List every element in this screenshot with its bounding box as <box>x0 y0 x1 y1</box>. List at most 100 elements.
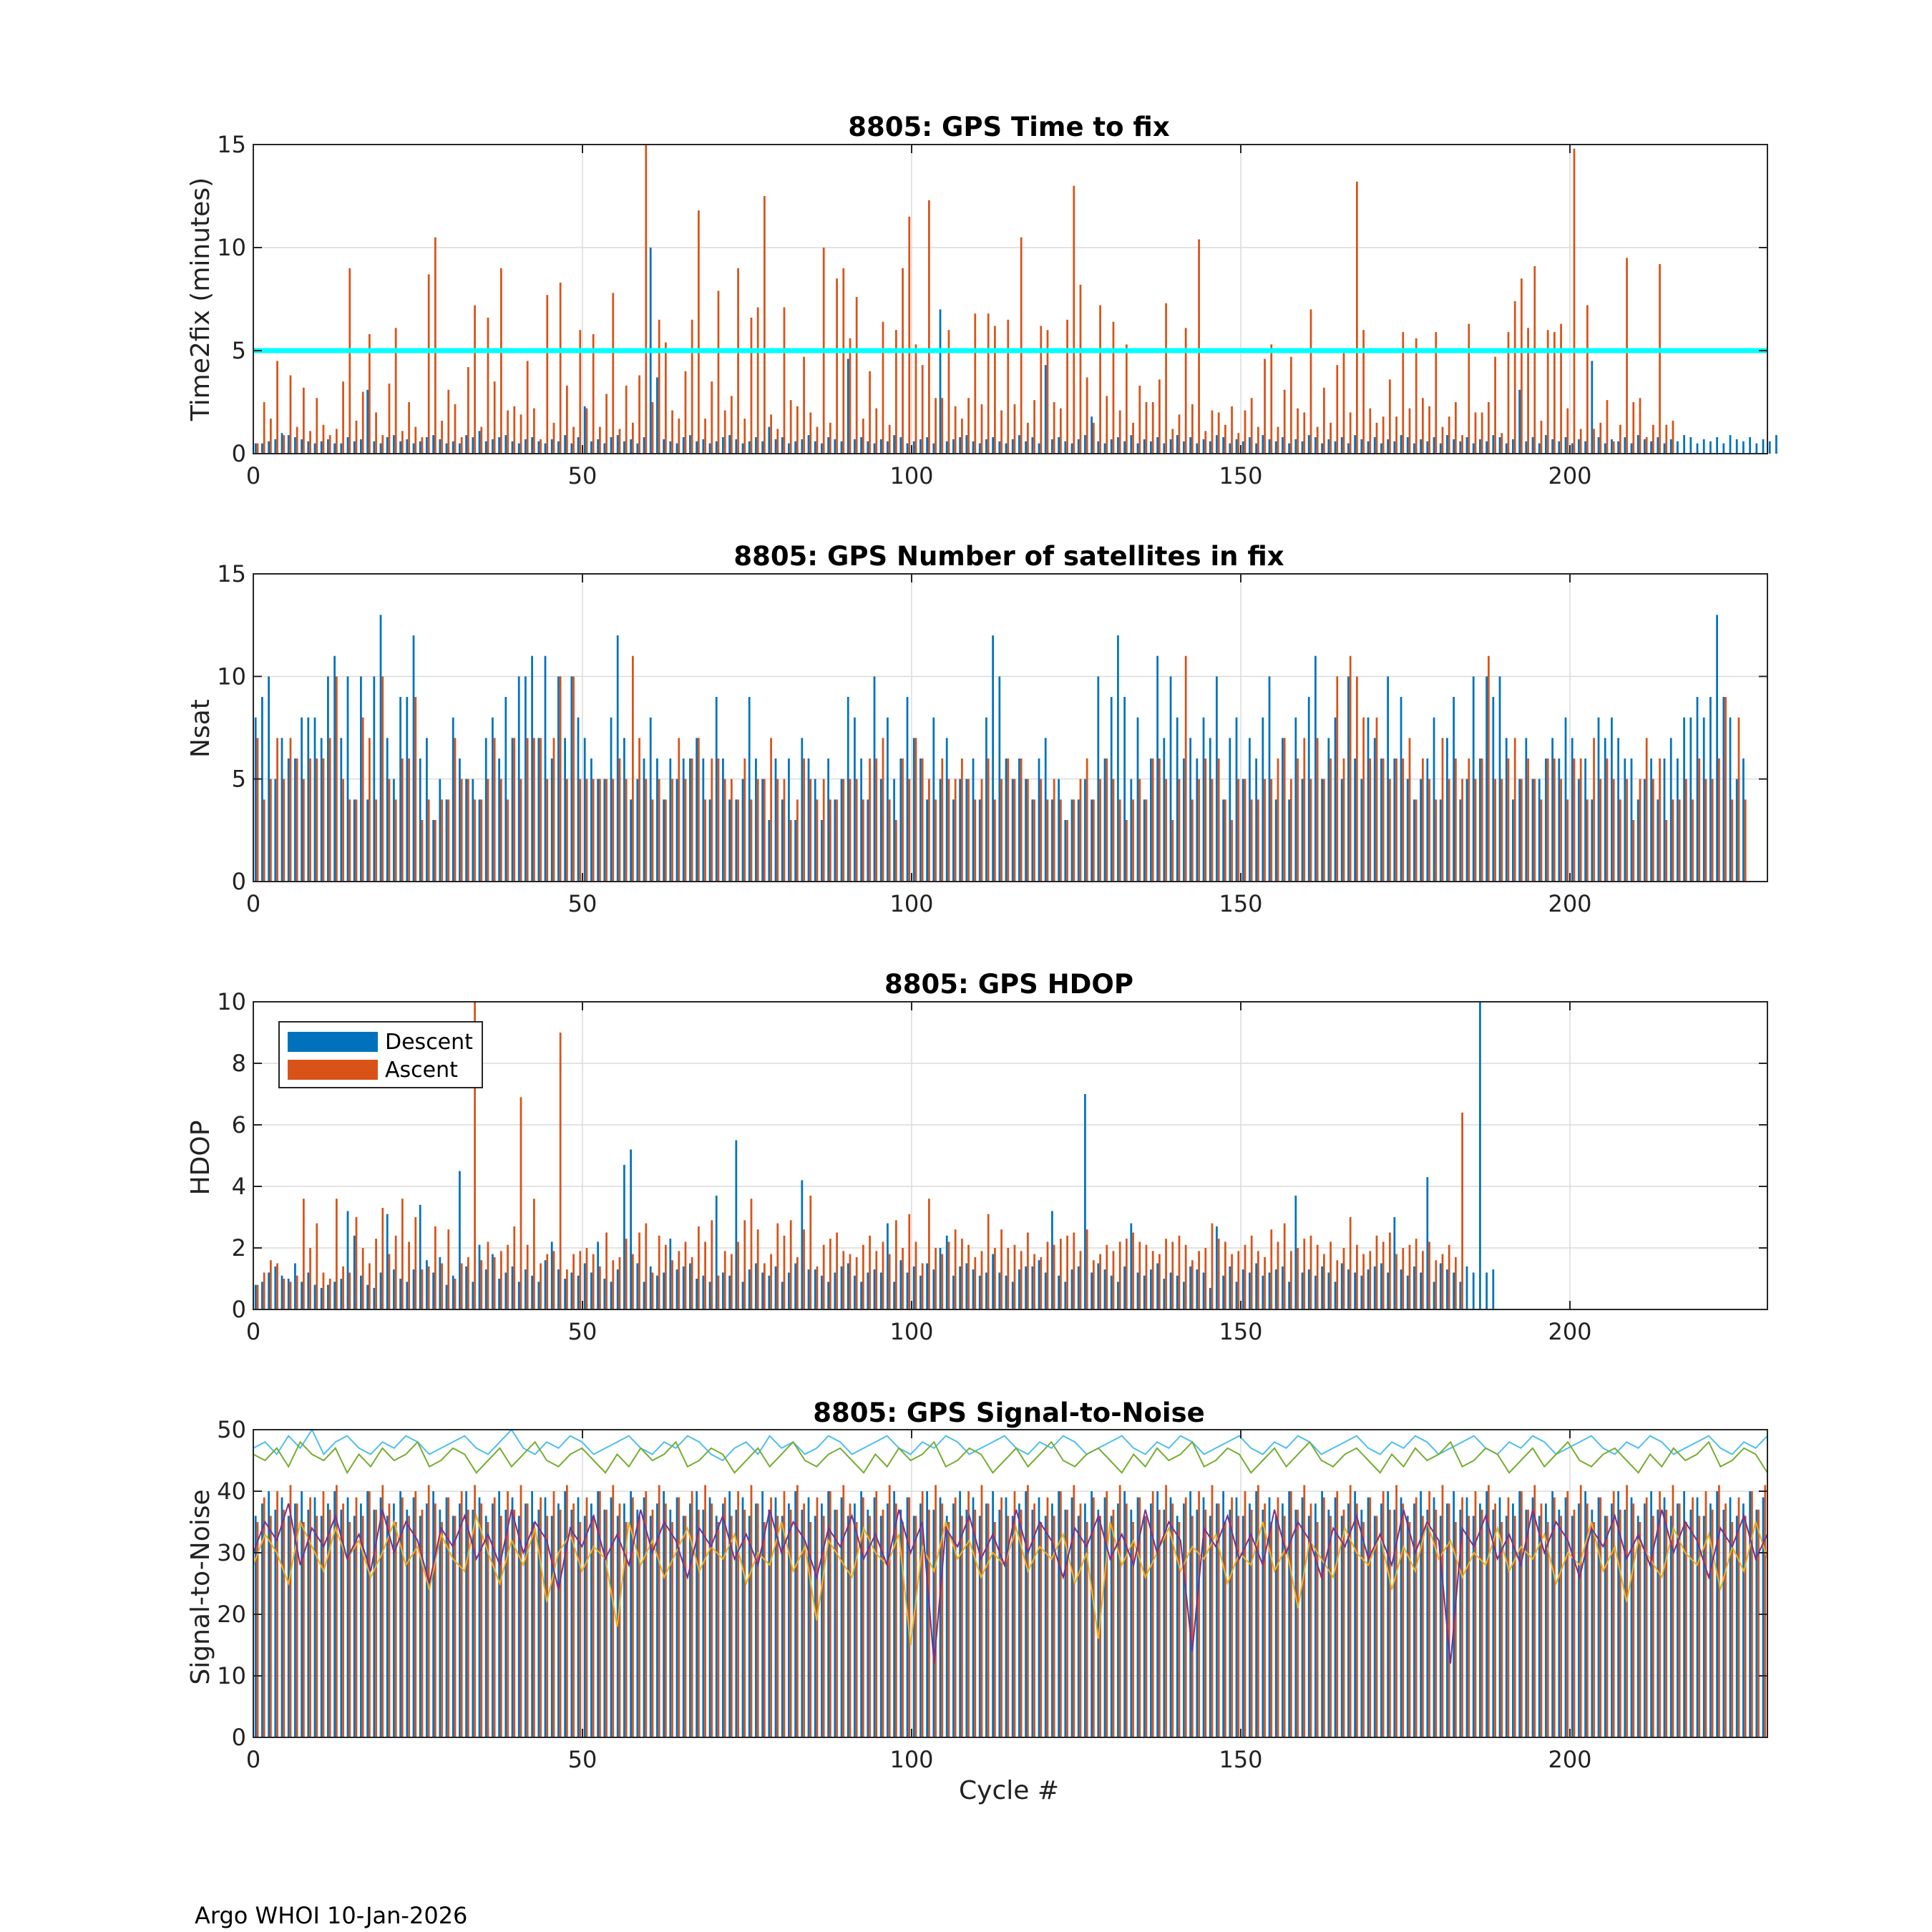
bar-ascent <box>447 1229 450 1309</box>
bar-descent <box>873 443 876 454</box>
bar-descent <box>597 439 599 454</box>
bar-ascent <box>1309 309 1312 454</box>
bar-ascent <box>711 381 713 454</box>
bar-descent <box>261 1503 263 1737</box>
bar-descent <box>1084 1503 1086 1737</box>
bar-descent <box>708 1497 711 1737</box>
bar-descent <box>1742 441 1745 454</box>
bar-ascent <box>743 419 746 454</box>
bar-descent <box>985 717 987 882</box>
bar-descent <box>939 1497 942 1737</box>
bar-descent <box>550 1516 553 1737</box>
bar-ascent <box>296 758 298 882</box>
bar-descent <box>972 1269 975 1309</box>
bar-descent <box>320 1287 323 1309</box>
bar-ascent <box>1566 799 1569 882</box>
bar-ascent <box>599 1266 601 1309</box>
bar-descent <box>768 1275 771 1309</box>
bar-ascent <box>987 758 990 882</box>
bar-ascent <box>1560 323 1562 454</box>
bar-ascent <box>605 1232 608 1309</box>
bar-ascent <box>361 717 364 882</box>
bar-descent <box>1235 1282 1238 1309</box>
bar-ascent <box>1066 1235 1068 1309</box>
bar-ascent <box>401 1199 404 1309</box>
bar-ascent <box>1659 758 1661 882</box>
bar-ascent <box>342 1266 344 1309</box>
bar-descent <box>366 389 369 454</box>
bar-ascent <box>1040 326 1043 454</box>
bar-ascent <box>381 676 384 882</box>
bar-descent <box>1420 1272 1422 1309</box>
bar-ascent <box>394 1522 397 1737</box>
bar-ascent <box>355 420 358 454</box>
bar-ascent <box>1737 717 1740 882</box>
bar-ascent <box>678 738 680 882</box>
bar-descent <box>1123 697 1126 882</box>
bar-ascent <box>1132 1232 1134 1309</box>
chart-title: 8805: GPS Signal-to-Noise <box>813 1397 1204 1428</box>
bar-descent <box>1591 361 1594 454</box>
bar-ascent <box>493 381 496 454</box>
y-tick-label: 0 <box>232 440 246 467</box>
bar-ascent <box>1342 758 1345 882</box>
bar-descent <box>406 697 409 882</box>
bar-descent <box>1749 1491 1751 1737</box>
bar-ascent <box>1724 697 1727 882</box>
x-tick-label: 50 <box>568 462 597 489</box>
bar-descent <box>1373 1516 1376 1737</box>
bar-ascent <box>756 1503 759 1737</box>
bar-ascent <box>684 1516 687 1737</box>
bar-ascent <box>1085 377 1088 454</box>
bar-ascent <box>1672 420 1674 454</box>
bar-ascent <box>1501 433 1503 454</box>
bar-ascent <box>322 1491 325 1737</box>
bar-ascent <box>1382 1241 1385 1309</box>
bar-ascent <box>691 1491 693 1737</box>
bar-ascent <box>283 779 286 882</box>
bar-ascent <box>1402 758 1405 882</box>
bar-ascent <box>1066 1509 1068 1737</box>
bar-ascent <box>737 268 739 454</box>
bar-ascent <box>579 330 582 454</box>
bar-ascent <box>500 268 502 454</box>
bar-descent <box>630 439 632 454</box>
bar-descent <box>1630 443 1633 454</box>
bar-ascent <box>1060 1239 1062 1309</box>
bar-descent <box>597 1491 599 1737</box>
bar-descent <box>1117 635 1119 882</box>
bar-ascent <box>1184 1244 1187 1309</box>
bar-ascent <box>1297 1509 1299 1737</box>
bar-ascent <box>671 410 673 454</box>
bar-descent <box>1479 758 1481 882</box>
bar-ascent <box>1250 1509 1253 1737</box>
bar-descent <box>978 1516 981 1737</box>
bar-ascent <box>526 1244 529 1309</box>
bar-descent <box>1689 1509 1692 1737</box>
bar-ascent <box>1579 758 1582 882</box>
bar-ascent <box>1191 404 1194 454</box>
bar-ascent <box>1277 426 1279 454</box>
bar-descent <box>945 1235 948 1309</box>
snr-line-1 <box>253 1428 1768 1462</box>
bar-descent <box>840 1497 843 1737</box>
bar-descent <box>1202 1272 1205 1309</box>
bar-ascent <box>1468 323 1470 454</box>
bar-ascent <box>1632 402 1635 454</box>
y-axis-label: Signal-to-Noise <box>186 1489 215 1684</box>
bar-ascent <box>1474 412 1477 454</box>
bar-ascent <box>289 1485 292 1737</box>
bar-ascent <box>1217 412 1220 454</box>
bar-descent <box>1485 676 1488 882</box>
bar-descent <box>755 758 757 882</box>
bar-descent <box>557 1503 560 1737</box>
bar-ascent <box>1501 779 1503 882</box>
bar-ascent <box>1106 396 1108 454</box>
bar-descent <box>445 443 448 454</box>
bar-ascent <box>967 1244 970 1309</box>
bar-ascent <box>336 1485 338 1737</box>
bar-descent <box>1255 758 1257 882</box>
bar-ascent <box>1540 799 1543 882</box>
bar-descent <box>1696 697 1699 882</box>
